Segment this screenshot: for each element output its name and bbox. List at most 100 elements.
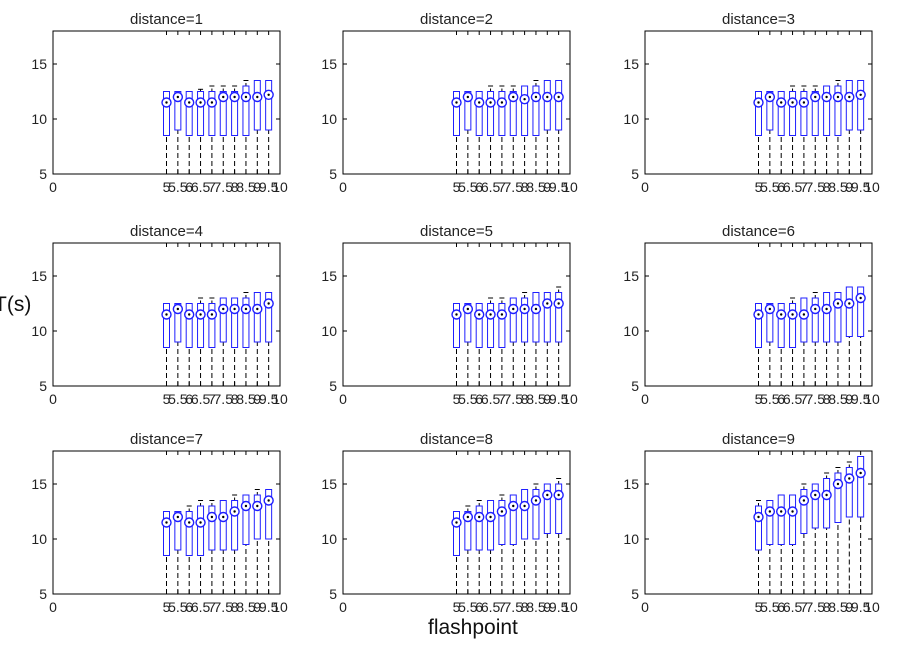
x-tick-label: 9.5 [549, 599, 569, 615]
box [811, 483, 819, 529]
median-dot [199, 521, 202, 524]
median-dot [233, 510, 236, 513]
median-dot [757, 313, 760, 316]
median-dot [210, 313, 214, 316]
median-dot [222, 95, 225, 99]
median-dot [534, 499, 538, 502]
median-dot [768, 95, 772, 99]
box [766, 303, 774, 343]
box [487, 303, 495, 348]
x-tick-label: 7 [498, 391, 506, 407]
subplot-title: distance=8 [420, 431, 493, 448]
median-dot [199, 313, 202, 316]
median-dot [256, 504, 259, 508]
y-tick-label: 10 [623, 531, 639, 547]
x-tick-label: 5.5 [760, 391, 780, 407]
y-tick-label: 10 [623, 111, 639, 127]
box [845, 467, 853, 518]
x-tick-label: 5 [163, 179, 171, 195]
box [487, 91, 495, 136]
box [532, 85, 540, 136]
box [208, 505, 216, 551]
y-tick-label: 10 [31, 531, 47, 547]
x-tick-label: 7 [498, 179, 506, 195]
median-dot [222, 307, 225, 311]
x-tick-label: 7.5 [214, 179, 234, 195]
x-tick-label: 8 [823, 179, 831, 195]
median-dot [199, 101, 202, 104]
median-dot [478, 313, 481, 316]
box [857, 286, 865, 337]
y-tick-label: 5 [39, 166, 47, 182]
median-dot [814, 95, 817, 99]
median-dot [791, 313, 794, 316]
median-dot [267, 499, 270, 502]
median-dot [825, 307, 828, 311]
x-tick-label: 9 [543, 391, 551, 407]
median-dot [267, 93, 270, 97]
x-tick-label: 6 [185, 391, 193, 407]
x-tick-label: 5 [755, 391, 763, 407]
median-dot [489, 101, 492, 104]
box [845, 286, 853, 337]
median-dot [233, 307, 236, 311]
median-dot [478, 515, 481, 519]
box [185, 511, 193, 556]
y-tick-label: 15 [321, 268, 337, 284]
median-dot [557, 493, 560, 497]
x-tick-label: 8 [231, 599, 239, 615]
plot-frame [644, 450, 873, 595]
y-tick-label: 10 [31, 111, 47, 127]
median-dot [836, 95, 840, 99]
box [242, 494, 250, 545]
x-tick-label: 7.5 [504, 599, 524, 615]
median-dot [489, 313, 492, 316]
median-dot [500, 101, 504, 104]
y-tick-label: 10 [321, 323, 337, 339]
box [219, 500, 227, 551]
y-tick-label: 10 [31, 323, 47, 339]
x-tick-label: 10 [272, 599, 288, 615]
y-tick-label: 15 [31, 476, 47, 492]
box [555, 483, 563, 534]
x-tick-label: 7.5 [806, 179, 826, 195]
median-dot [244, 307, 248, 311]
median-dot [176, 95, 180, 99]
median-dot [836, 482, 840, 486]
median-dot [802, 313, 806, 316]
box [755, 505, 762, 551]
x-tick-label: 5 [453, 599, 461, 615]
median-dot [825, 95, 828, 99]
x-tick-label: 6.5 [783, 179, 803, 195]
median-dot [814, 307, 817, 311]
median-dot [244, 504, 248, 508]
x-tick-label: 6.5 [481, 599, 501, 615]
box [219, 297, 227, 343]
x-tick-label: 8.5 [828, 391, 848, 407]
median-dot [489, 515, 492, 519]
subplot-title: distance=9 [722, 431, 795, 448]
x-tick-label: 6.5 [783, 599, 803, 615]
box [811, 297, 819, 343]
x-tick-label: 8 [231, 179, 239, 195]
box [174, 511, 182, 551]
box [800, 297, 808, 343]
y-tick-label: 5 [329, 166, 337, 182]
box [823, 85, 831, 136]
median-dot [512, 307, 515, 311]
x-tick-label: 7 [208, 391, 216, 407]
box [834, 472, 842, 523]
box [755, 303, 762, 348]
x-tick-label: 9 [253, 599, 261, 615]
x-tick-label: 0 [339, 391, 347, 407]
box [453, 303, 460, 348]
median-dot [233, 95, 236, 99]
y-axis-label: T(s) [0, 293, 32, 316]
x-tick-label: 7.5 [214, 391, 234, 407]
x-tick-label: 7.5 [806, 599, 826, 615]
box [453, 91, 460, 136]
box [475, 91, 483, 136]
